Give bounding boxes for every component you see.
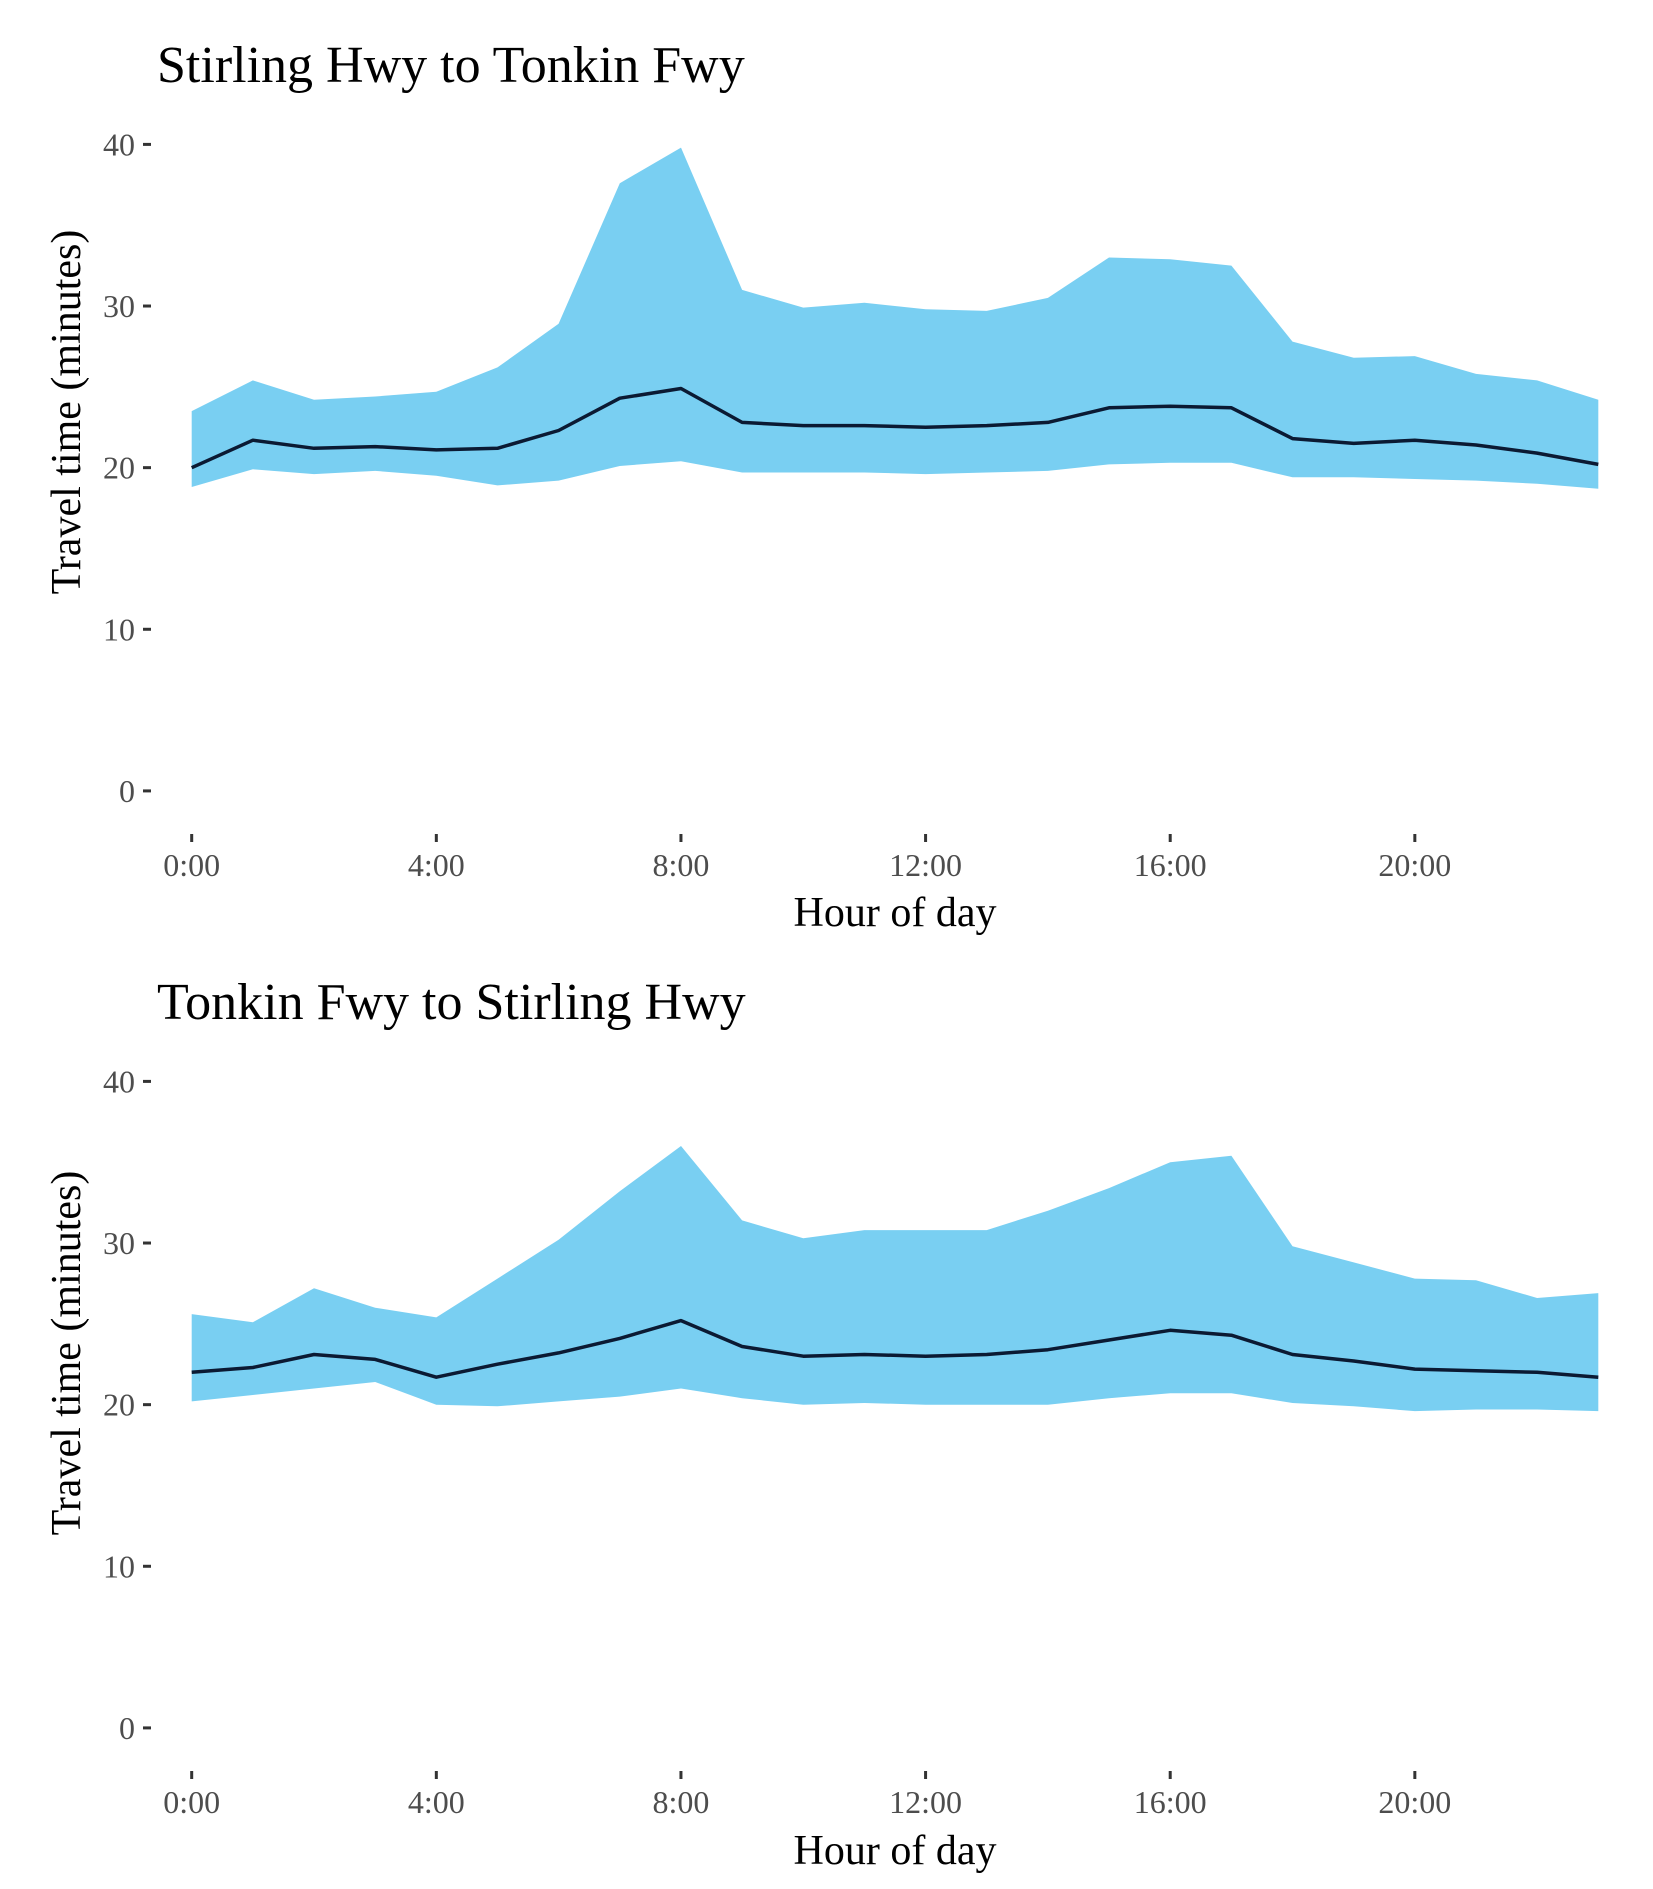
x-tick-label: 20:00 — [1378, 1784, 1451, 1820]
x-tick-label: 0:00 — [163, 847, 220, 883]
x-tick-label: 16:00 — [1134, 1784, 1207, 1820]
plot-area: 0 10 20 30 40 0:00 4:00 8:00 12:00 16:00 20:00 — [103, 126, 1599, 883]
chart-panel-stirling-to-tonkin: Stirling Hwy to Tonkin Fwy Travel time (… — [44, 37, 1599, 936]
x-tick-label: 8:00 — [653, 1784, 710, 1820]
chart-title: Stirling Hwy to Tonkin Fwy — [157, 37, 745, 94]
y-axis-title: Travel time (minutes) — [44, 1171, 90, 1536]
x-tick-label: 4:00 — [408, 847, 465, 883]
median-line — [191, 1318, 1599, 1379]
chart-panel-tonkin-to-stirling: Tonkin Fwy to Stirling Hwy Travel time (… — [44, 974, 1599, 1874]
x-tick-label: 12:00 — [889, 1784, 962, 1820]
x-axis-title: Hour of day — [794, 1828, 997, 1874]
x-tick-label: 8:00 — [653, 847, 710, 883]
median-line — [190, 386, 1599, 470]
x-tick-label: 4:00 — [408, 1784, 465, 1820]
y-axis-title: Travel time (minutes) — [44, 230, 90, 595]
x-tick-label: 0:00 — [163, 1784, 220, 1820]
y-tick-label: 0 — [119, 773, 135, 809]
y-tick-label: 40 — [103, 1063, 135, 1099]
y-tick-label: 10 — [103, 1548, 135, 1584]
range-band — [191, 147, 1599, 489]
x-tick-label: 12:00 — [889, 847, 962, 883]
y-tick-label: 30 — [103, 288, 135, 324]
y-tick-label: 30 — [103, 1225, 135, 1261]
x-axis-title: Hour of day — [794, 890, 997, 936]
x-tick-label: 16:00 — [1134, 847, 1207, 883]
y-tick-label: 0 — [119, 1710, 135, 1746]
y-tick-label: 40 — [103, 126, 135, 162]
range-band — [191, 1146, 1599, 1412]
plot-area: 0 10 20 30 40 0:00 4:00 8:00 12:00 16:00 20:00 — [103, 1063, 1599, 1820]
y-tick-label: 20 — [103, 450, 135, 486]
chart-title: Tonkin Fwy to Stirling Hwy — [157, 974, 746, 1031]
y-tick-label: 10 — [103, 611, 135, 647]
x-tick-label: 20:00 — [1378, 847, 1451, 883]
y-tick-label: 20 — [103, 1387, 135, 1423]
